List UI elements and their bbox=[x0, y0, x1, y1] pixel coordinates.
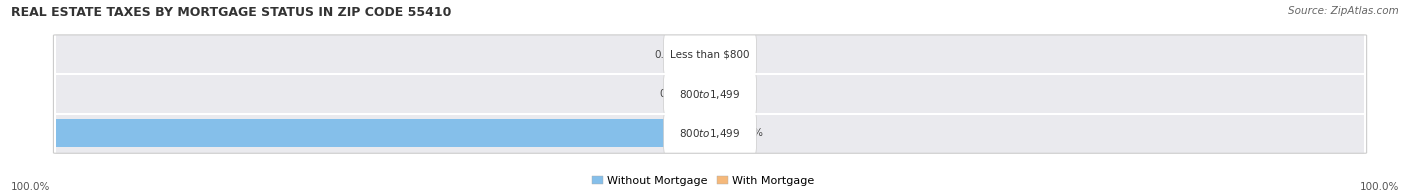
Text: $800 to $1,499: $800 to $1,499 bbox=[679, 127, 741, 140]
Legend: Without Mortgage, With Mortgage: Without Mortgage, With Mortgage bbox=[588, 172, 818, 191]
FancyBboxPatch shape bbox=[664, 31, 756, 79]
Text: 0.95%: 0.95% bbox=[654, 50, 688, 60]
Bar bbox=[710, 41, 713, 69]
Text: 0.56%: 0.56% bbox=[659, 89, 692, 99]
Text: Less than $800: Less than $800 bbox=[671, 50, 749, 60]
Bar bbox=[710, 80, 713, 108]
Text: 0.78%: 0.78% bbox=[731, 128, 763, 138]
Text: 100.0%: 100.0% bbox=[1360, 182, 1399, 192]
Bar bbox=[0, 119, 710, 147]
Text: 100.0%: 100.0% bbox=[11, 182, 51, 192]
Bar bbox=[703, 80, 710, 108]
Text: Source: ZipAtlas.com: Source: ZipAtlas.com bbox=[1288, 6, 1399, 16]
Bar bbox=[697, 41, 710, 69]
Bar bbox=[710, 119, 720, 147]
Text: 0.19%: 0.19% bbox=[723, 50, 756, 60]
FancyBboxPatch shape bbox=[664, 70, 756, 118]
Text: REAL ESTATE TAXES BY MORTGAGE STATUS IN ZIP CODE 55410: REAL ESTATE TAXES BY MORTGAGE STATUS IN … bbox=[11, 6, 451, 19]
FancyBboxPatch shape bbox=[664, 109, 756, 157]
Text: $800 to $1,499: $800 to $1,499 bbox=[679, 88, 741, 101]
Text: 0.18%: 0.18% bbox=[723, 89, 756, 99]
